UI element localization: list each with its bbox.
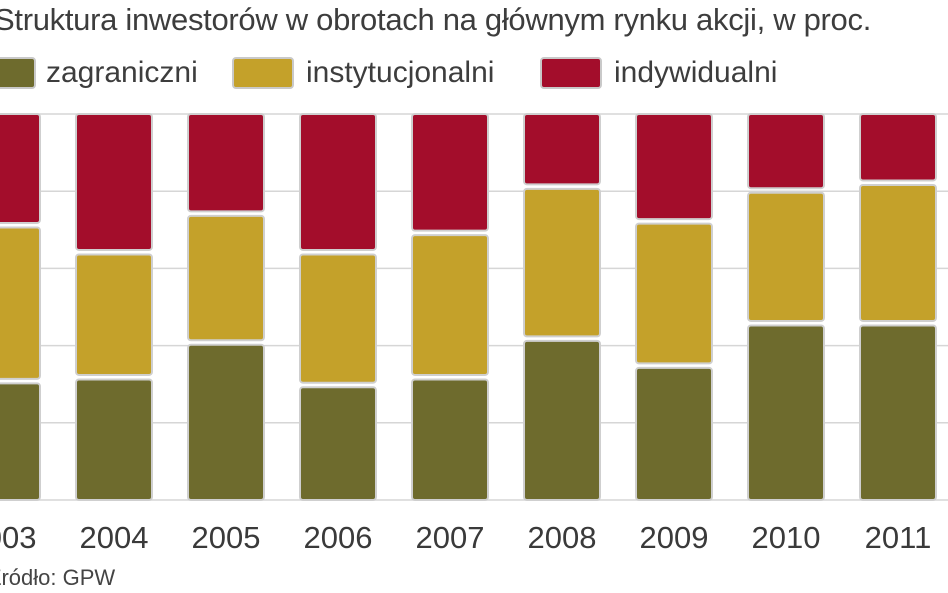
bar-instytucjonalni-2009 — [635, 222, 713, 365]
bar-zagraniczni-2009 — [635, 366, 713, 501]
legend-label-instytucjonalni: instytucjonalni — [306, 56, 495, 89]
bar-zagraniczni-2005 — [187, 343, 265, 501]
bar-instytucjonalni-2006 — [299, 253, 377, 384]
x-tick-label-2005: 2005 — [192, 520, 261, 555]
bar-zagraniczni-2004 — [75, 378, 153, 502]
legend-item-indywidualni: indywidualni — [540, 53, 820, 93]
legend-label-zagraniczni: zagraniczni — [46, 56, 198, 89]
bar-instytucjonalni-2008 — [523, 187, 601, 338]
bar-instytucjonalni-2007 — [411, 234, 489, 376]
source-note: Źródło: GPW — [0, 565, 116, 590]
legend-swatch-instytucjonalni — [232, 57, 294, 89]
x-tick-label-2004: 2004 — [80, 520, 149, 555]
bar-indywidualni-2009 — [635, 113, 713, 221]
legend-item-instytucjonalni: instytucjonalni — [232, 53, 532, 93]
x-tick-label-2011: 2011 — [865, 520, 932, 555]
legend-item-zagraniczni: zagraniczni — [0, 53, 230, 93]
legend-swatch-indywidualni — [540, 57, 602, 89]
x-tick-label-2006: 2006 — [304, 520, 373, 555]
legend-label-indywidualni: indywidualni — [614, 56, 778, 89]
bar-instytucjonalni-2003 — [0, 226, 41, 380]
stacked-bar-chart: 2003 2004 2005 2006 2007 2008 2009 2010 2011 — [0, 113, 948, 555]
bar-indywidualni-2010 — [747, 113, 825, 190]
x-tick-label-2010: 2010 — [752, 520, 821, 555]
bar-indywidualni-2005 — [187, 113, 265, 213]
bar-zagraniczni-2007 — [411, 378, 489, 502]
x-tick-label-2008: 2008 — [528, 520, 597, 555]
bar-zagraniczni-2003 — [0, 382, 41, 501]
bar-indywidualni-2007 — [411, 113, 489, 232]
bar-indywidualni-2004 — [75, 113, 153, 251]
bar-instytucjonalni-2004 — [75, 253, 153, 376]
x-tick-label-2003: 2003 — [0, 520, 36, 555]
bar-zagraniczni-2006 — [299, 386, 377, 502]
x-tick-label-2009: 2009 — [640, 520, 709, 555]
legend-swatch-zagraniczni — [0, 57, 36, 89]
bar-indywidualni-2003 — [0, 113, 41, 224]
x-tick-label-2007: 2007 — [416, 520, 485, 555]
bar-instytucjonalni-2011 — [859, 183, 937, 322]
bar-instytucjonalni-2010 — [747, 191, 825, 322]
bar-indywidualni-2008 — [523, 113, 601, 186]
bar-indywidualni-2011 — [859, 113, 937, 182]
bar-zagraniczni-2011 — [859, 324, 937, 501]
bar-instytucjonalni-2005 — [187, 214, 265, 342]
bar-indywidualni-2006 — [299, 113, 377, 251]
bar-zagraniczni-2008 — [523, 339, 601, 501]
chart-title: Struktura inwestorów w obrotach na główn… — [0, 2, 872, 37]
bar-zagraniczni-2010 — [747, 324, 825, 501]
